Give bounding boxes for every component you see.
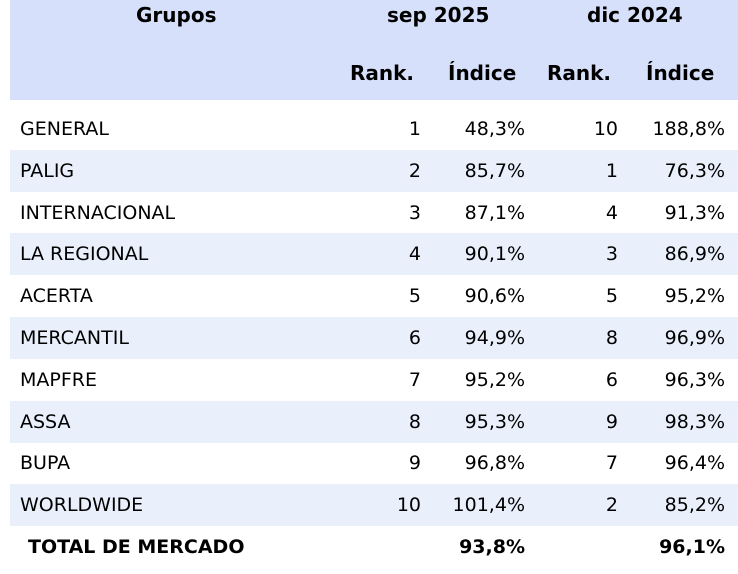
rank2-cell: 10: [593, 118, 618, 140]
index1-cell: 95,3%: [464, 410, 525, 433]
index2-cell: 96,9%: [664, 327, 725, 349]
table-row: INTERNACIONAL 3 87,1% 4 91,3%: [10, 192, 738, 234]
rank2-cell: 3: [605, 243, 618, 266]
index2-cell: 85,2%: [664, 494, 725, 517]
rank2-cell: 5: [605, 285, 618, 308]
table-row: ASSA 8 95,3% 9 98,3%: [10, 400, 738, 443]
group-name: MAPFRE: [20, 368, 97, 391]
rank2-cell: 8: [605, 327, 618, 349]
groups-column-header: Grupos: [136, 3, 217, 27]
rank1-cell: 5: [408, 285, 421, 308]
group-name: WORLDWIDE: [20, 494, 144, 517]
total-index1: 93,8%: [459, 536, 525, 558]
period1-header: sep 2025: [387, 3, 490, 27]
index1-cell: 90,1%: [464, 243, 525, 266]
table-row: LA REGIONAL 4 90,1% 3 86,9%: [10, 233, 738, 276]
table-row: MAPFRE 7 95,2% 6 96,3%: [10, 359, 738, 401]
period2-header: dic 2024: [587, 3, 683, 27]
rank2-cell: 9: [605, 410, 618, 433]
index1-cell: 48,3%: [464, 118, 525, 140]
index2-cell: 76,3%: [664, 159, 725, 182]
index1-cell: 87,1%: [464, 201, 525, 224]
table-row: BUPA 9 96,8% 7 96,4%: [10, 442, 738, 484]
rank2-cell: 1: [605, 159, 618, 182]
index1-cell: 85,7%: [464, 159, 525, 182]
rank1-cell: 9: [408, 452, 421, 475]
index1-header: Índice: [448, 61, 517, 85]
rank2-cell: 6: [605, 368, 618, 391]
index1-cell: 94,9%: [464, 327, 525, 349]
rank2-cell: 4: [605, 201, 618, 224]
index2-cell: 86,9%: [664, 243, 725, 266]
total-index2: 96,1%: [659, 536, 725, 558]
group-name: MERCANTIL: [20, 327, 129, 349]
table-row: PALIG 2 85,7% 1 76,3%: [10, 149, 738, 192]
rank1-header: Rank.: [350, 61, 415, 85]
group-name: GENERAL: [20, 118, 109, 140]
rank1-cell: 6: [408, 327, 421, 349]
rank1-cell: 1: [408, 118, 421, 140]
index2-cell: 188,8%: [652, 118, 725, 140]
rank2-header: Rank.: [547, 61, 612, 85]
rank2-cell: 7: [605, 452, 618, 475]
group-name: INTERNACIONAL: [20, 201, 176, 224]
rank1-cell: 10: [396, 494, 421, 517]
group-name: LA REGIONAL: [20, 243, 149, 266]
total-row: TOTAL DE MERCADO 93,8% 96,1%: [10, 526, 738, 568]
index2-cell: 96,3%: [664, 368, 725, 391]
rank1-cell: 8: [408, 410, 421, 433]
index2-cell: 96,4%: [664, 452, 725, 475]
group-name: ASSA: [20, 410, 71, 433]
index2-header: Índice: [646, 61, 715, 85]
group-name: PALIG: [20, 159, 75, 182]
table-row: MERCANTIL 6 94,9% 8 96,9%: [10, 317, 738, 359]
index1-cell: 101,4%: [452, 494, 525, 517]
index2-cell: 95,2%: [664, 285, 725, 308]
group-name: BUPA: [20, 452, 71, 475]
index1-cell: 96,8%: [464, 452, 525, 475]
table-header: Grupos sep 2025 dic 2024 Rank. Índice Ra…: [10, 0, 738, 100]
table-row: GENERAL 1 48,3% 10 188,8%: [10, 108, 738, 150]
index1-cell: 90,6%: [464, 285, 525, 308]
group-name: ACERTA: [20, 285, 93, 308]
rank1-cell: 7: [408, 368, 421, 391]
rank2-cell: 2: [605, 494, 618, 517]
total-label: TOTAL DE MERCADO: [28, 536, 245, 558]
table-row: ACERTA 5 90,6% 5 95,2%: [10, 275, 738, 317]
rank1-cell: 3: [408, 201, 421, 224]
table-row: WORLDWIDE 10 101,4% 2 85,2%: [10, 484, 738, 527]
rank1-cell: 2: [408, 159, 421, 182]
index2-cell: 98,3%: [664, 410, 725, 433]
index2-cell: 91,3%: [664, 201, 725, 224]
index1-cell: 95,2%: [464, 368, 525, 391]
rank1-cell: 4: [408, 243, 421, 266]
